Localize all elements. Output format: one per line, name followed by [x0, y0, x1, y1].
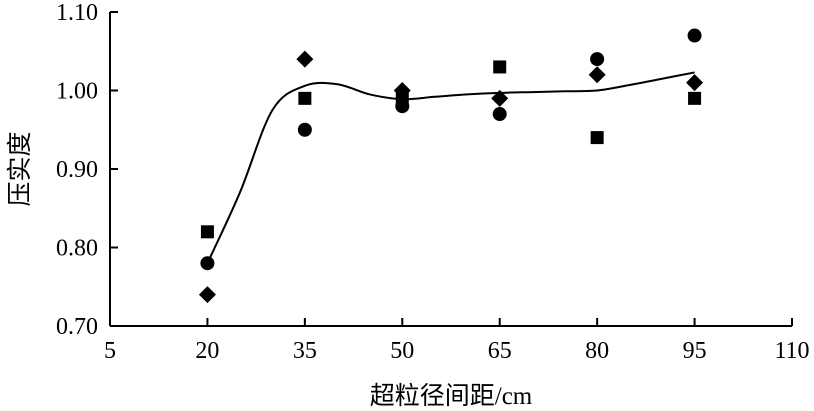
y-tick-label: 1.00 — [56, 79, 98, 105]
y-tick-label: 1.10 — [56, 0, 98, 26]
trend-line — [206, 71, 695, 264]
data-point-circle — [590, 52, 605, 67]
data-point-square — [688, 91, 702, 105]
data-point-diamond — [491, 89, 509, 107]
data-point-diamond — [393, 82, 411, 99]
x-tick-label: 35 — [293, 338, 317, 364]
y-tick-label: 0.70 — [56, 314, 98, 340]
data-point-square — [590, 131, 604, 145]
data-point-square — [200, 225, 214, 239]
data-point-square — [298, 91, 312, 105]
data-point-diamond — [296, 50, 314, 68]
x-tick-label: 110 — [774, 338, 809, 364]
x-tick-label: 95 — [683, 338, 707, 364]
x-axis-label: 超粒径间距/cm — [370, 382, 533, 410]
data-point-circle — [297, 122, 312, 137]
data-point-circle — [492, 107, 507, 122]
x-tick-label: 65 — [488, 338, 512, 364]
data-point-square — [493, 60, 507, 74]
data-point-diamond — [686, 74, 704, 92]
y-axis-label: 压实度 — [6, 131, 34, 206]
x-tick-label: 5 — [104, 338, 116, 364]
trend-line-group — [206, 71, 695, 264]
data-point-diamond — [198, 286, 216, 304]
data-points — [198, 28, 704, 304]
data-point-circle — [687, 28, 702, 43]
axes — [109, 12, 792, 327]
x-tick-label: 50 — [390, 338, 414, 364]
x-tick-label: 20 — [195, 338, 219, 364]
y-tick-label: 0.80 — [56, 236, 98, 262]
y-tick-label: 0.90 — [56, 157, 98, 183]
data-point-circle — [200, 256, 215, 271]
ticks: 5 20 35 50 65 80 95 110 0.70 0.80 0.90 1.00 1.10 — [56, 0, 810, 364]
x-tick-label: 80 — [585, 338, 609, 364]
data-point-diamond — [588, 66, 606, 84]
